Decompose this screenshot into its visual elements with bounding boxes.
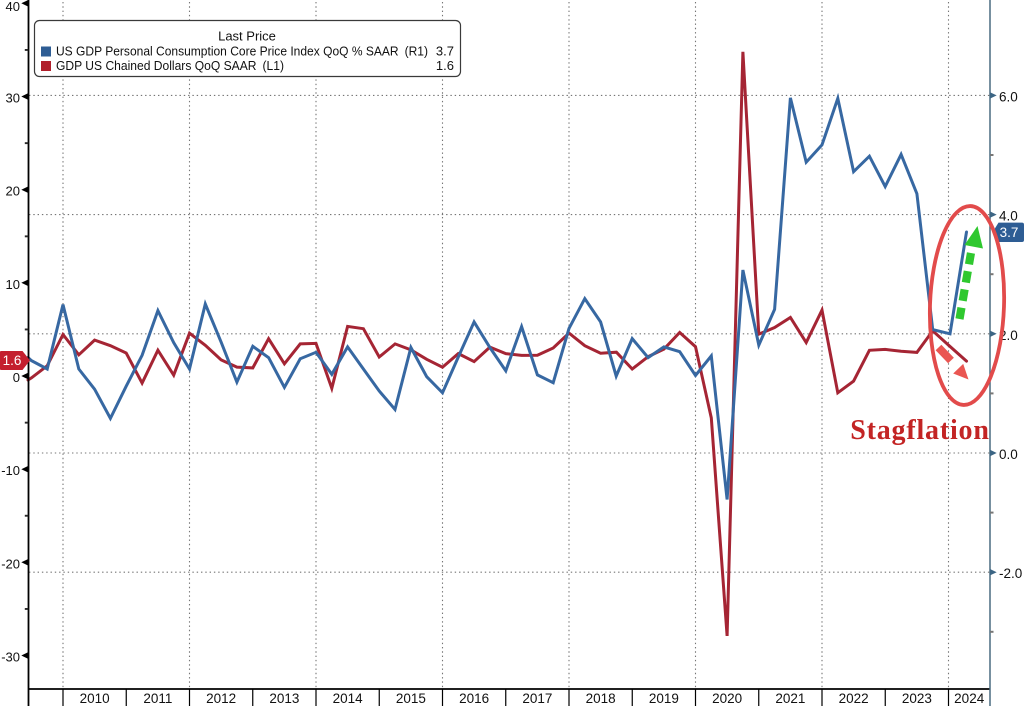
svg-text:2018: 2018 <box>586 691 616 706</box>
svg-text:3.7: 3.7 <box>1000 225 1019 240</box>
svg-text:1.6: 1.6 <box>436 58 454 73</box>
svg-text:2024: 2024 <box>954 691 985 706</box>
svg-text:US GDP Personal Consumption Co: US GDP Personal Consumption Core Price I… <box>56 44 428 59</box>
svg-text:-30: -30 <box>1 650 20 665</box>
svg-text:10: 10 <box>6 277 20 292</box>
svg-text:2014: 2014 <box>333 691 364 706</box>
svg-text:30: 30 <box>6 91 20 106</box>
svg-text:1.6: 1.6 <box>3 353 22 368</box>
svg-text:3.7: 3.7 <box>436 44 454 59</box>
svg-text:2011: 2011 <box>143 691 172 706</box>
svg-text:2022: 2022 <box>839 691 869 706</box>
svg-text:2021: 2021 <box>775 691 805 706</box>
svg-text:2013: 2013 <box>269 691 299 706</box>
svg-text:40: 40 <box>6 0 20 14</box>
svg-text:2023: 2023 <box>902 691 932 706</box>
svg-text:6.0: 6.0 <box>999 89 1018 104</box>
svg-text:0: 0 <box>13 370 20 385</box>
svg-text:0.0: 0.0 <box>999 447 1018 462</box>
svg-text:-20: -20 <box>1 556 20 571</box>
svg-text:Stagflation: Stagflation <box>850 415 989 446</box>
svg-text:-2.0: -2.0 <box>999 566 1022 581</box>
svg-text:4.0: 4.0 <box>999 209 1018 224</box>
svg-text:-10: -10 <box>1 463 20 478</box>
svg-text:20: 20 <box>6 184 20 199</box>
svg-text:GDP US Chained Dollars QoQ SAA: GDP US Chained Dollars QoQ SAAR (L1) <box>56 58 284 73</box>
svg-text:2012: 2012 <box>206 691 236 706</box>
svg-text:Last Price: Last Price <box>218 29 276 44</box>
svg-text:2016: 2016 <box>459 691 489 706</box>
svg-text:2017: 2017 <box>522 691 552 706</box>
svg-text:2010: 2010 <box>80 691 110 706</box>
svg-text:2020: 2020 <box>712 691 742 706</box>
svg-text:2019: 2019 <box>649 691 679 706</box>
svg-text:2015: 2015 <box>396 691 426 706</box>
